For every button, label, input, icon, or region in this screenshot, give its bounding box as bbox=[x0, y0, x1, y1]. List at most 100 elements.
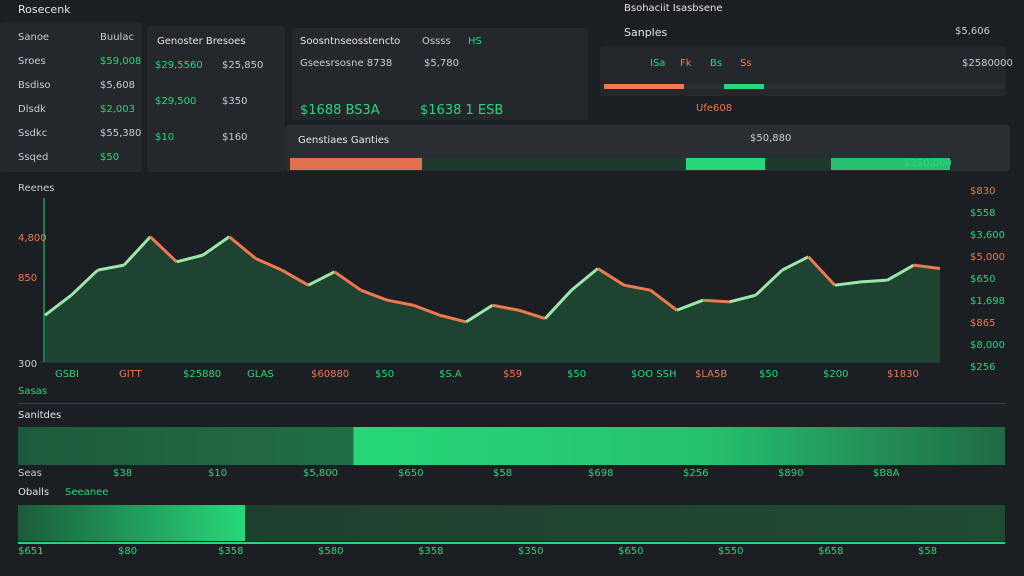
strip-amount: $250,000 bbox=[904, 158, 952, 169]
left-panel bbox=[0, 22, 142, 172]
x-tick-label: GSBI bbox=[55, 369, 79, 380]
panel-2-title: Genoster Bresoes bbox=[157, 36, 246, 47]
x-tick-label: $S.A bbox=[439, 369, 462, 380]
line-segment bbox=[465, 303, 494, 324]
row-label: Dlsdk bbox=[18, 104, 46, 115]
samples-sub: Ufe608 bbox=[696, 103, 733, 114]
row-value: $59,008 bbox=[100, 56, 142, 67]
bar1-label: $890 bbox=[778, 468, 804, 479]
line-segment bbox=[281, 268, 309, 287]
y-tick-label: 4,800 bbox=[18, 233, 47, 244]
line-segment bbox=[254, 257, 283, 272]
bar1-label: $38 bbox=[113, 468, 133, 479]
y-tick-label: 300 bbox=[18, 359, 37, 370]
line-segment bbox=[649, 288, 678, 312]
panel-3-line: Gseesrsosne 8738 bbox=[300, 58, 393, 69]
bar2-label: $550 bbox=[718, 546, 744, 557]
row-value: $2,003 bbox=[100, 104, 135, 115]
x-tick-label: GITT bbox=[119, 369, 143, 380]
strip-bar bbox=[290, 158, 950, 170]
line-segment bbox=[702, 298, 730, 304]
bar1-label: $B8A bbox=[873, 468, 900, 479]
line-segment bbox=[360, 288, 388, 302]
bar1-label: $58 bbox=[493, 468, 513, 479]
bar1-label: $256 bbox=[683, 468, 709, 479]
bar2-label: $358 bbox=[418, 546, 444, 557]
x-tick-label: $LA5B bbox=[695, 369, 727, 380]
bar1-label: Seas bbox=[18, 468, 42, 479]
bar2-subtitle: Seeanee bbox=[65, 487, 109, 498]
strip-title: Genstiaes Ganties bbox=[298, 135, 390, 146]
line-segment bbox=[518, 308, 546, 321]
bar2-label: $350 bbox=[518, 546, 544, 557]
chart-title: Reenes bbox=[18, 183, 55, 194]
side-item: $256 bbox=[970, 362, 996, 373]
line-segment bbox=[439, 313, 467, 324]
samples-caption: $2580000 bbox=[962, 58, 1013, 69]
x-tick-label: $25880 bbox=[183, 369, 221, 380]
samples-header: Bsohaciit Isasbsene bbox=[624, 3, 723, 14]
x-tick-label: $50 bbox=[759, 369, 778, 380]
line-segment bbox=[676, 298, 704, 312]
strip-value: $50,880 bbox=[750, 133, 792, 144]
samples-title: Sanples bbox=[624, 26, 668, 39]
line-segment bbox=[729, 293, 757, 304]
line-segment bbox=[596, 267, 625, 287]
bar2-label: $58 bbox=[918, 546, 938, 557]
panel-2-item: $10 bbox=[155, 132, 175, 143]
side-item: $5,000 bbox=[970, 252, 1005, 263]
x-tick-label: $50 bbox=[567, 369, 586, 380]
line-segment bbox=[544, 289, 573, 320]
line-segment bbox=[781, 255, 810, 272]
divider bbox=[18, 403, 1006, 404]
panel-3-title: Soosntnseosstencto bbox=[300, 36, 401, 47]
line-segment bbox=[492, 303, 520, 312]
samples-label: Ss bbox=[740, 58, 752, 69]
row-value: $50 bbox=[100, 152, 120, 163]
panel-3-big2: $1638 1 ESB bbox=[420, 103, 504, 118]
side-item: $865 bbox=[970, 318, 996, 329]
x-tick-label: $60880 bbox=[311, 369, 349, 380]
line-segment bbox=[44, 294, 73, 317]
line-segment bbox=[176, 253, 204, 264]
samples-label: ISa bbox=[650, 58, 666, 69]
panel-2 bbox=[147, 26, 285, 172]
samples-label: Bs bbox=[710, 58, 723, 69]
line-segment bbox=[386, 298, 414, 307]
side-item: $830 bbox=[970, 186, 996, 197]
bar1-label: $698 bbox=[588, 468, 614, 479]
samples-right: $5,606 bbox=[955, 26, 990, 37]
bar1-label: $10 bbox=[208, 468, 228, 479]
row-value: Buulac bbox=[100, 32, 134, 43]
area bbox=[45, 236, 940, 362]
line-segment bbox=[307, 270, 336, 287]
side-item: $558 bbox=[970, 208, 996, 219]
panel-3 bbox=[292, 28, 588, 120]
row-label: Bsdiso bbox=[18, 80, 51, 91]
bar2-label: $651 bbox=[18, 546, 44, 557]
panel-3-big: $1688 BS3A bbox=[300, 103, 380, 118]
row-label: Ssdkc bbox=[18, 128, 48, 139]
panel-2-item: $29,5560 bbox=[155, 60, 203, 71]
left-title: Rosecenk bbox=[18, 3, 71, 16]
panel-2-item: $350 bbox=[222, 96, 248, 107]
x-tick-label: $1830 bbox=[887, 369, 919, 380]
y-tick-label: 850 bbox=[18, 273, 37, 284]
row-label: Ssqed bbox=[18, 152, 49, 163]
line-segment bbox=[570, 267, 599, 292]
side-item: $650 bbox=[970, 274, 996, 285]
panel-3-tag: Ossss bbox=[422, 36, 451, 47]
line-segment bbox=[97, 263, 125, 272]
line-segment bbox=[807, 255, 836, 287]
bar1-label: $650 bbox=[398, 468, 424, 479]
line-segment bbox=[70, 269, 99, 297]
x-tick-label: $50 bbox=[375, 369, 394, 380]
panel-3-badge: HS bbox=[468, 36, 482, 47]
bar2-label: $580 bbox=[318, 546, 344, 557]
x-tick-label: $59 bbox=[503, 369, 522, 380]
line-segment bbox=[913, 263, 941, 270]
side-item: $8,000 bbox=[970, 340, 1005, 351]
line-segment bbox=[886, 263, 915, 282]
bar2-label: $650 bbox=[618, 546, 644, 557]
